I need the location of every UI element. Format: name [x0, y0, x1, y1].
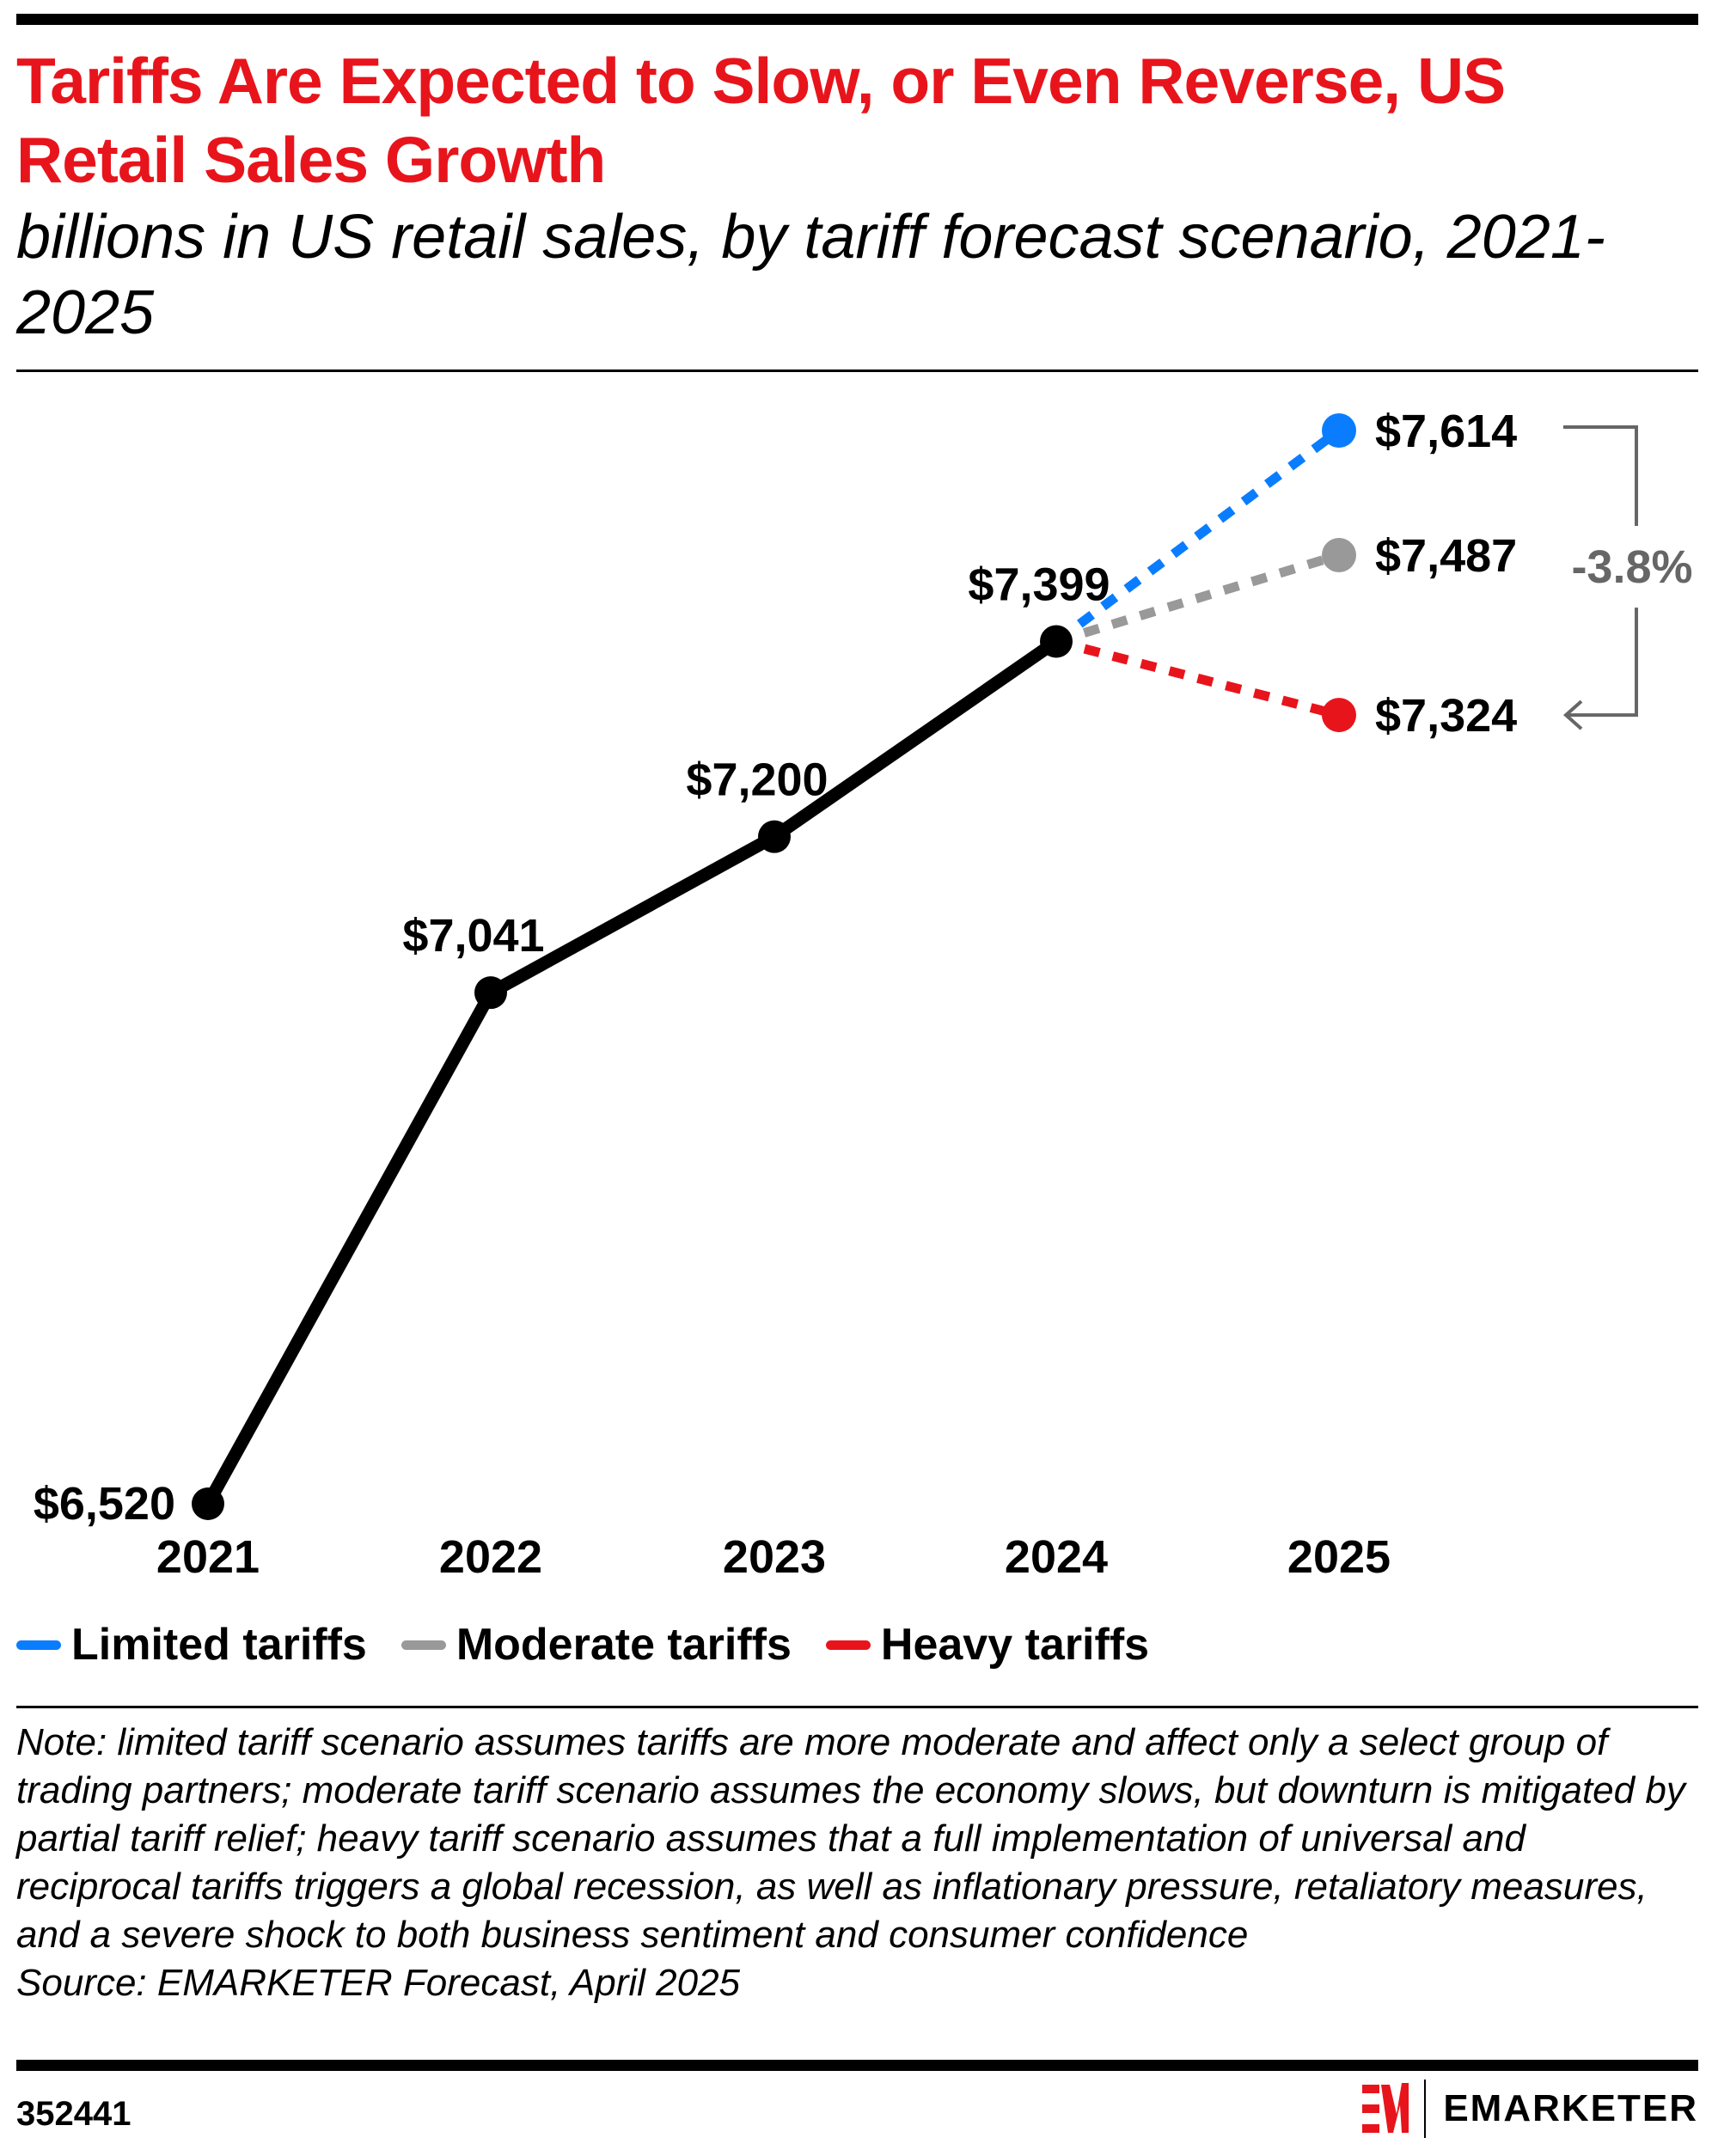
- scenario-point-0: [1322, 412, 1356, 448]
- scenario-label-1: $7,487: [1375, 530, 1517, 582]
- footer-rule: [16, 1706, 1698, 1708]
- line-chart: $6,520 $7,041 $7,200 $7,399 $7,614 $7,487 $7,3…: [34, 406, 1693, 1583]
- scenario-label-0: $7,614: [1375, 406, 1517, 457]
- legend-label-moderate: Moderate tariffs: [456, 1620, 792, 1670]
- legend-item-limited: Limited tariffs: [16, 1619, 367, 1670]
- x-tick-2025: 2025: [1287, 1531, 1391, 1583]
- history-point-2021: [192, 1487, 224, 1520]
- brand-name: EMARKETER: [1443, 2087, 1698, 2129]
- legend-swatch-limited: [16, 1640, 61, 1650]
- note-block: Note: limited tariff scenario assumes ta…: [16, 1719, 1692, 2007]
- legend-item-moderate: Moderate tariffs: [400, 1619, 792, 1670]
- x-tick-2024: 2024: [1005, 1531, 1108, 1583]
- chart-title: Tariffs Are Expected to Slow, or Even Re…: [16, 45, 1506, 196]
- top-bar: [16, 14, 1698, 25]
- legend-label-heavy: Heavy tariffs: [880, 1620, 1150, 1670]
- bracket-top: [1563, 424, 1638, 526]
- x-tick-2021: 2021: [156, 1531, 260, 1583]
- data-label-2021: $6,520: [34, 1478, 175, 1530]
- scenario-line-0: [1053, 426, 1342, 645]
- em-logo-icon: [1362, 2080, 1427, 2138]
- scenario-line-2: [1055, 637, 1341, 720]
- history-point-2022: [474, 976, 507, 1010]
- legend: Limited tariffs Moderate tariffs Heavy t…: [16, 1619, 1149, 1670]
- bracket-arrow-icon: [1562, 699, 1583, 730]
- source-text: Source: EMARKETER Forecast, April 2025: [16, 1962, 741, 2004]
- data-label-2024: $7,399: [968, 559, 1110, 610]
- bracket-bottom: [1566, 608, 1638, 718]
- header-rule: [16, 370, 1698, 372]
- scenario-point-1: [1322, 537, 1356, 572]
- x-tick-2022: 2022: [439, 1531, 542, 1583]
- history-point-2024: [1040, 625, 1073, 658]
- history-line: [202, 636, 1061, 1507]
- scenario-line-1: [1055, 550, 1341, 646]
- legend-swatch-moderate: [400, 1640, 446, 1650]
- chart-subtitle: billions in US retail sales, by tariff f…: [16, 203, 1605, 347]
- x-tick-2023: 2023: [723, 1531, 826, 1583]
- legend-item-heavy: Heavy tariffs: [825, 1619, 1150, 1670]
- scenario-point-2: [1322, 698, 1356, 733]
- legend-swatch-heavy: [825, 1640, 871, 1650]
- legend-label-limited: Limited tariffs: [71, 1620, 367, 1670]
- chart-id: 352441: [16, 2095, 131, 2133]
- note-text: Note: limited tariff scenario assumes ta…: [16, 1721, 1685, 1956]
- history-point-2023: [758, 820, 791, 853]
- bottom-bar: [16, 2060, 1698, 2071]
- emarketer-logo: EMARKETER: [1362, 2080, 1698, 2138]
- data-label-2022: $7,041: [402, 910, 544, 962]
- data-label-2023: $7,200: [686, 754, 828, 806]
- change-annotation: -3.8%: [1571, 541, 1692, 593]
- scenario-label-2: $7,324: [1375, 690, 1517, 742]
